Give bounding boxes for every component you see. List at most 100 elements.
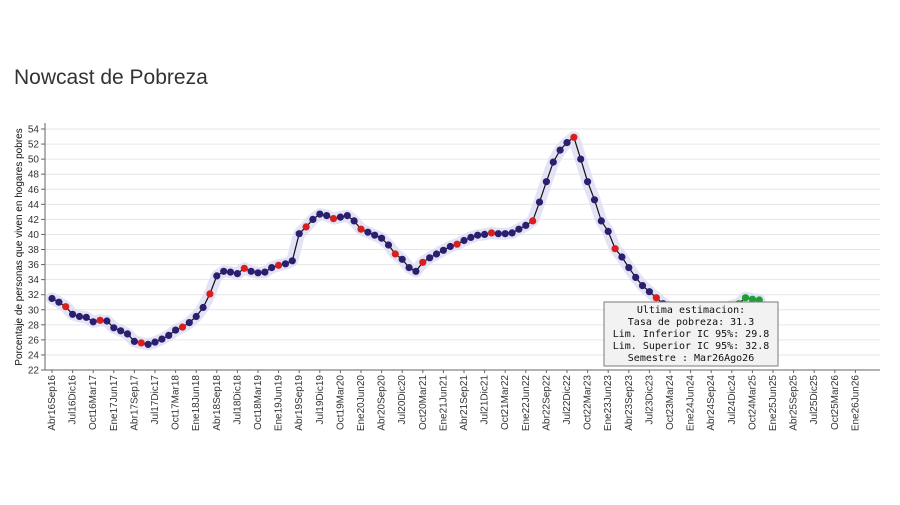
data-point[interactable] <box>288 257 296 265</box>
data-point-highlight[interactable] <box>453 240 461 248</box>
x-tick-label: Oct21Mar22 <box>500 375 511 430</box>
data-point[interactable] <box>535 198 544 206</box>
data-point[interactable] <box>501 230 509 238</box>
y-tick-label: 52 <box>28 140 40 151</box>
data-point[interactable] <box>336 213 344 221</box>
data-point-highlight[interactable] <box>302 223 310 231</box>
data-point[interactable] <box>199 303 207 312</box>
data-point-highlight[interactable] <box>419 258 427 266</box>
data-point[interactable] <box>172 326 180 334</box>
data-point[interactable] <box>268 264 276 272</box>
data-point[interactable] <box>82 313 90 321</box>
data-point[interactable] <box>309 215 317 223</box>
data-point[interactable] <box>446 242 454 251</box>
data-point[interactable] <box>432 250 441 258</box>
data-point-highlight[interactable] <box>137 339 145 347</box>
data-point[interactable] <box>117 327 125 335</box>
x-tick-label: Oct16Mar17 <box>88 375 99 430</box>
data-point[interactable] <box>55 298 63 306</box>
data-point-highlight[interactable] <box>96 316 104 324</box>
x-tick-label: Oct24Mar25 <box>747 375 758 430</box>
data-point-highlight[interactable] <box>570 133 578 141</box>
data-point[interactable] <box>364 228 372 236</box>
tooltip-line-semester: Semestre : Mar26Ago26 <box>628 353 754 364</box>
data-point[interactable] <box>350 217 358 225</box>
data-point[interactable] <box>604 227 612 235</box>
data-point[interactable] <box>398 255 406 263</box>
data-point[interactable] <box>165 331 173 339</box>
data-point-highlight[interactable] <box>391 250 399 258</box>
data-point-highlight[interactable] <box>652 294 660 302</box>
data-point[interactable] <box>384 241 393 249</box>
data-point[interactable] <box>151 338 159 346</box>
data-point[interactable] <box>584 178 592 186</box>
data-point[interactable] <box>378 234 386 242</box>
data-point[interactable] <box>405 264 413 272</box>
forecast-point[interactable] <box>748 295 757 303</box>
data-point[interactable] <box>542 178 551 186</box>
data-point[interactable] <box>556 146 564 154</box>
data-point[interactable] <box>192 312 200 321</box>
data-point[interactable] <box>226 268 235 276</box>
data-point[interactable] <box>343 212 351 220</box>
data-point-highlight[interactable] <box>611 245 619 253</box>
data-point[interactable] <box>69 310 77 318</box>
data-point-highlight[interactable] <box>206 290 214 298</box>
data-point[interactable] <box>467 233 475 241</box>
data-point-highlight[interactable] <box>275 261 283 269</box>
data-point[interactable] <box>638 282 647 290</box>
data-point[interactable] <box>590 196 599 204</box>
data-point[interactable] <box>412 267 420 275</box>
data-point[interactable] <box>481 230 489 238</box>
data-point-highlight[interactable] <box>178 323 187 331</box>
x-tick-label: Abr16Sep16 <box>47 375 58 431</box>
data-point[interactable] <box>144 340 152 348</box>
x-tick-label: Ene17Jun17 <box>109 375 120 432</box>
data-point-highlight[interactable] <box>62 303 70 311</box>
data-point-highlight[interactable] <box>329 215 338 223</box>
data-point[interactable] <box>261 268 269 276</box>
data-point[interactable] <box>439 246 447 254</box>
data-point[interactable] <box>247 267 255 275</box>
data-point[interactable] <box>625 264 633 272</box>
data-point[interactable] <box>48 294 56 303</box>
data-point[interactable] <box>549 158 557 166</box>
data-point[interactable] <box>123 330 132 338</box>
data-point[interactable] <box>130 337 138 345</box>
x-tick-label: Jul22Dic22 <box>562 375 573 425</box>
data-point[interactable] <box>618 253 626 261</box>
data-point[interactable] <box>508 229 516 237</box>
data-point[interactable] <box>474 231 482 239</box>
data-point[interactable] <box>494 230 502 238</box>
data-point-highlight[interactable] <box>357 225 365 233</box>
data-point-highlight[interactable] <box>487 229 496 237</box>
data-point[interactable] <box>75 312 84 321</box>
data-point[interactable] <box>254 269 262 277</box>
data-point[interactable] <box>426 254 434 262</box>
data-point[interactable] <box>371 231 379 239</box>
data-point[interactable] <box>89 318 97 326</box>
data-point[interactable] <box>645 288 654 296</box>
data-point[interactable] <box>103 317 111 325</box>
data-point[interactable] <box>316 210 324 218</box>
data-point[interactable] <box>233 270 241 278</box>
data-point[interactable] <box>323 212 331 220</box>
y-tick-label: 34 <box>28 275 40 286</box>
data-point[interactable] <box>597 217 605 225</box>
data-point[interactable] <box>632 273 640 281</box>
data-point[interactable] <box>460 236 468 245</box>
data-point[interactable] <box>185 319 193 327</box>
data-point[interactable] <box>281 260 290 268</box>
data-point-highlight[interactable] <box>240 264 248 272</box>
data-point[interactable] <box>110 324 118 332</box>
data-point-highlight[interactable] <box>529 217 537 225</box>
data-point[interactable] <box>295 230 303 238</box>
forecast-point[interactable] <box>741 294 750 302</box>
data-point[interactable] <box>220 267 228 275</box>
data-point[interactable] <box>522 221 530 229</box>
data-point[interactable] <box>515 225 523 233</box>
data-point[interactable] <box>577 155 585 163</box>
data-point[interactable] <box>213 272 221 280</box>
data-point[interactable] <box>563 139 571 147</box>
data-point[interactable] <box>158 335 166 343</box>
